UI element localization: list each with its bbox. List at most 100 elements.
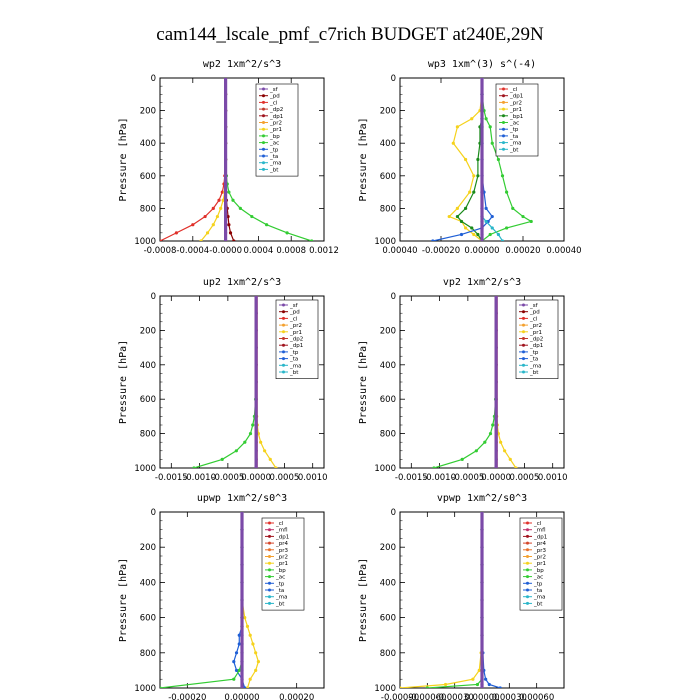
chart1.series-cl-point-9	[480, 206, 484, 210]
chart0.legend-label-7: _bp	[269, 134, 280, 140]
chart5.legend-label-11: _ma	[533, 595, 545, 601]
chart4.legend-marker-4	[268, 548, 271, 552]
chart3.series-dp1-line	[433, 296, 497, 468]
chart4.series-pr1-point-9	[251, 642, 255, 646]
chart3.series-sf-point-7	[494, 414, 498, 418]
chart5.legend-marker-10	[526, 588, 529, 592]
chart1.legend: _cl_dp1_pr2_pr1_bp1_ac_tp_ta_ma_bt	[495, 83, 539, 157]
chart4.series-cl-point-0	[240, 512, 244, 514]
chart1.legend-label-6: _tp	[509, 127, 519, 133]
chart1.ytick-label-2: 400	[380, 139, 396, 149]
chart4.series-cl-point-4	[240, 580, 244, 585]
chart0.series-cl-point-12	[191, 223, 195, 227]
chart1.legend-label-5: _ac	[509, 121, 519, 127]
chart0.series-cl-line	[160, 78, 227, 241]
chart2.legend-marker-4	[282, 330, 285, 334]
chart5.ytick-label-4: 800	[380, 649, 396, 659]
chart4.series-pr1-point-10	[254, 651, 258, 655]
chart0.series-sf-point-6	[224, 174, 228, 178]
chart0.series-sf-point-3	[224, 125, 228, 129]
chart2.xtick-label-3: 0.0000	[241, 473, 271, 483]
chart4.series-ac-point-12	[237, 668, 241, 673]
chart2.series-sf-point-3	[254, 346, 258, 350]
chart1.legend-label-1: _dp1	[509, 94, 523, 100]
chart5.series-pr1-line	[400, 512, 483, 688]
chart3.series-pr1-point-11	[503, 449, 507, 453]
chart4.series-cl-point-12	[240, 668, 244, 673]
chart3.ytick-label-1: 200	[380, 326, 396, 336]
panel-3: up2 1xm^2/s^302004006008001000-0.0015-0.…	[118, 277, 328, 483]
chart0.series-group	[160, 78, 314, 241]
chart1.series-cl-point-10	[480, 214, 484, 219]
chart1.series-ac-point-4	[488, 125, 492, 129]
chart0.legend-marker-3	[262, 107, 265, 111]
chart1.series-ta-point-11	[484, 219, 488, 224]
chart4.series-cl-point-5	[240, 598, 244, 602]
chart1.ytick-label-0: 0	[391, 74, 396, 84]
panel-2: wp3 1xm^(3) s^(-4)020040060080010000.000…	[358, 59, 582, 256]
chart0.series-sf-point-1	[224, 92, 228, 96]
chart0.series-bp-point-8	[227, 190, 231, 194]
chart1.ytick-label-3: 600	[380, 172, 396, 182]
panel-6: vpwp 1xm^2/s0^3 0 200 400 600 800 1000-0.00090…	[358, 493, 565, 700]
chart0.series-sf-point-2	[224, 109, 228, 113]
chart3.series-dp1-point-13	[432, 466, 436, 468]
chart1.series-bp1-point-8	[472, 190, 476, 194]
chart1.series-ac-point-7	[500, 174, 505, 178]
chart2.series-dp1-point-10	[243, 440, 247, 444]
chart1.legend-label-9: _bt	[509, 147, 519, 153]
chart1.series-tp-point-14	[431, 239, 435, 241]
chart4.legend-marker-7	[268, 568, 271, 572]
chart1.series-bp1-point-12	[470, 226, 474, 230]
chart4.legend: _cl_mfl_dp1_pr4_pr3_pr2_pr1_bp_ac_tp_ta_…	[261, 517, 305, 611]
chart0.ytick-label-2: 400	[140, 139, 156, 149]
chart4.legend-label-0: _cl	[275, 521, 284, 527]
chart1.legend-label-0: _cl	[509, 87, 518, 93]
chart5.xtick-label-2: -0.00030	[436, 693, 474, 700]
chart4.xtick-label-0: -0.00020	[168, 693, 206, 700]
chart0.xtick-label-4: 0.0008	[276, 246, 306, 256]
chart3.legend-label-7: _tp	[529, 350, 539, 356]
chart5.legend-label-12: _bt	[533, 601, 543, 607]
chart5.legend-marker-8	[526, 575, 529, 579]
chart3.series-sf-point-11	[494, 449, 498, 453]
chart5.legend-label-3: _pr4	[533, 541, 547, 547]
chart3.legend-label-3: _pr2	[529, 323, 542, 329]
chart5.legend-label-4: _pr3	[533, 548, 547, 554]
chart2.legend-marker-10	[282, 370, 285, 374]
chart4.legend-marker-0	[268, 521, 271, 525]
chart3.legend-marker-7	[522, 350, 525, 354]
chart0.series-sf-point-13	[224, 231, 228, 235]
chart0.legend-marker-0	[262, 87, 265, 91]
chart1.legend-marker-1	[502, 94, 505, 98]
chart3.series-sf-point-10	[494, 440, 498, 444]
chart2.ytick-label-5: 1000	[134, 464, 156, 474]
chart5.xtick-label-3: 0.00000	[464, 693, 499, 700]
chart0.title: wp2 1xm^2/s^3	[203, 59, 281, 70]
chart5.legend-label-1: _mfl	[533, 528, 546, 534]
chart0.xtick-label-3: 0.0004	[244, 246, 274, 256]
chart0.series-pd-point-13	[228, 231, 233, 235]
chart3.ytick-label-2: 400	[380, 361, 396, 371]
chart2.legend-marker-2	[282, 316, 285, 320]
chart0.series-pr1-point-12	[211, 223, 215, 227]
chart5.xtick-label-0: -0.00090	[381, 693, 419, 700]
chart5.legend-marker-3	[526, 541, 529, 545]
chart4.series-tp-point-8	[237, 633, 241, 637]
chart1.ytick-label-4: 800	[380, 204, 396, 214]
chart3.series-dp1-point-8	[491, 423, 495, 427]
chart5.series-ac-line	[427, 512, 483, 688]
chart5.legend-label-9: _tp	[533, 581, 543, 587]
chart0.legend-marker-4	[262, 114, 265, 118]
chart0.legend-label-6: _pr1	[269, 127, 282, 133]
chart3.ytick-label-3: 600	[380, 395, 396, 405]
chart3.legend-marker-8	[522, 357, 525, 361]
chart1.series-pr1-point-6	[464, 157, 468, 162]
chart2.series-sf-point-0	[254, 296, 258, 298]
chart4.series-pr1-point-6	[243, 616, 247, 620]
chart5.legend-marker-7	[526, 568, 529, 572]
chart0.ytick-label-3: 600	[140, 172, 156, 182]
chart1.xtick-label-0: 0.00040	[382, 246, 417, 256]
chart1.series-ac-point-5	[490, 141, 494, 145]
chart2.series-sf-point-1	[254, 311, 258, 315]
